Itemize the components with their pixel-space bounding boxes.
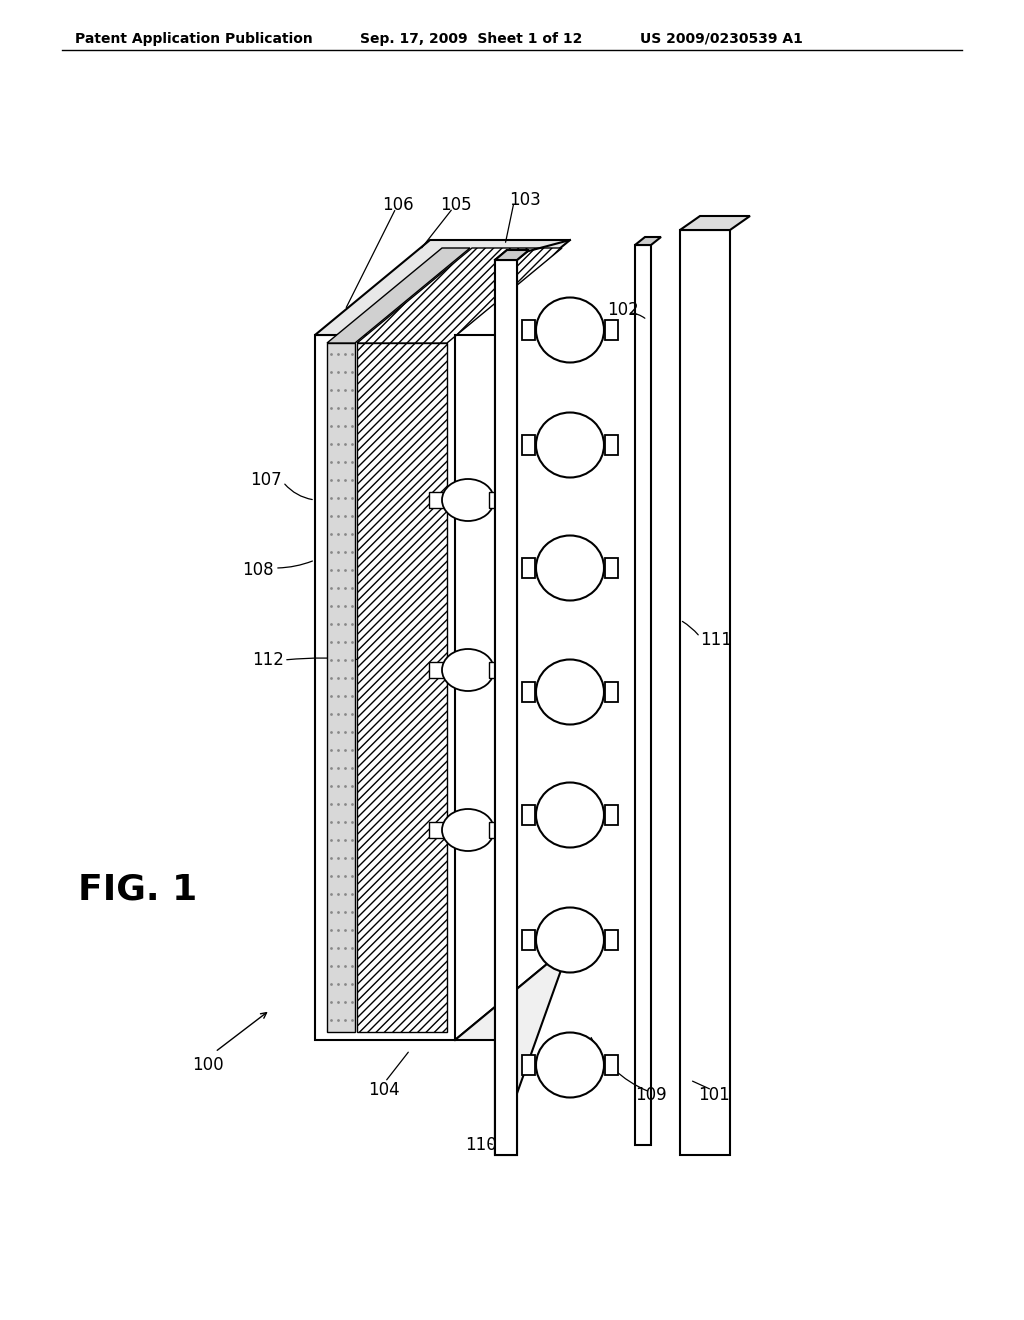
Text: 102: 102 [607,301,639,319]
Text: 106: 106 [382,195,414,214]
Polygon shape [315,240,570,335]
Bar [605,931,618,950]
Text: 105: 105 [440,195,472,214]
Polygon shape [635,246,651,1144]
Polygon shape [495,260,517,1155]
Text: Patent Application Publication: Patent Application Publication [75,32,312,46]
Polygon shape [357,343,447,1032]
Bar [522,558,535,578]
Bar [522,319,535,341]
Bar [605,1055,618,1074]
Text: 110: 110 [465,1137,497,1154]
Bar [429,492,445,508]
Bar [605,319,618,341]
Text: 109: 109 [635,1086,667,1104]
Text: 104: 104 [368,1081,399,1100]
Bar [429,663,445,678]
Bar [605,558,618,578]
Bar [522,805,535,825]
Bar [489,663,501,678]
Text: 107: 107 [251,471,282,488]
Bar [429,822,445,838]
Bar [522,1055,535,1074]
Text: 101: 101 [698,1086,730,1104]
Bar [605,682,618,702]
Polygon shape [327,248,470,343]
Polygon shape [455,945,570,1155]
Text: 100: 100 [193,1056,223,1074]
Ellipse shape [536,908,604,973]
Ellipse shape [536,297,604,363]
Ellipse shape [536,536,604,601]
Bar [522,931,535,950]
Bar [489,492,501,508]
Ellipse shape [536,660,604,725]
Text: 103: 103 [509,191,541,209]
Polygon shape [357,248,562,343]
Ellipse shape [536,783,604,847]
Text: Sep. 17, 2009  Sheet 1 of 12: Sep. 17, 2009 Sheet 1 of 12 [360,32,583,46]
Bar [522,682,535,702]
Text: 108: 108 [243,561,274,579]
Bar [489,822,501,838]
Ellipse shape [442,809,494,851]
Bar [522,436,535,455]
Ellipse shape [536,1032,604,1097]
Polygon shape [495,249,529,260]
Text: FIG. 1: FIG. 1 [78,873,198,907]
Polygon shape [680,216,750,230]
Polygon shape [495,260,517,1155]
Text: 111: 111 [700,631,732,649]
Ellipse shape [442,649,494,690]
Polygon shape [635,238,662,246]
Polygon shape [315,335,455,1040]
Polygon shape [495,249,529,260]
Bar [605,436,618,455]
Polygon shape [327,343,355,1032]
Text: US 2009/0230539 A1: US 2009/0230539 A1 [640,32,803,46]
Polygon shape [680,230,730,1155]
Ellipse shape [442,479,494,521]
Text: 112: 112 [252,651,284,669]
Ellipse shape [536,412,604,478]
Bar [605,805,618,825]
